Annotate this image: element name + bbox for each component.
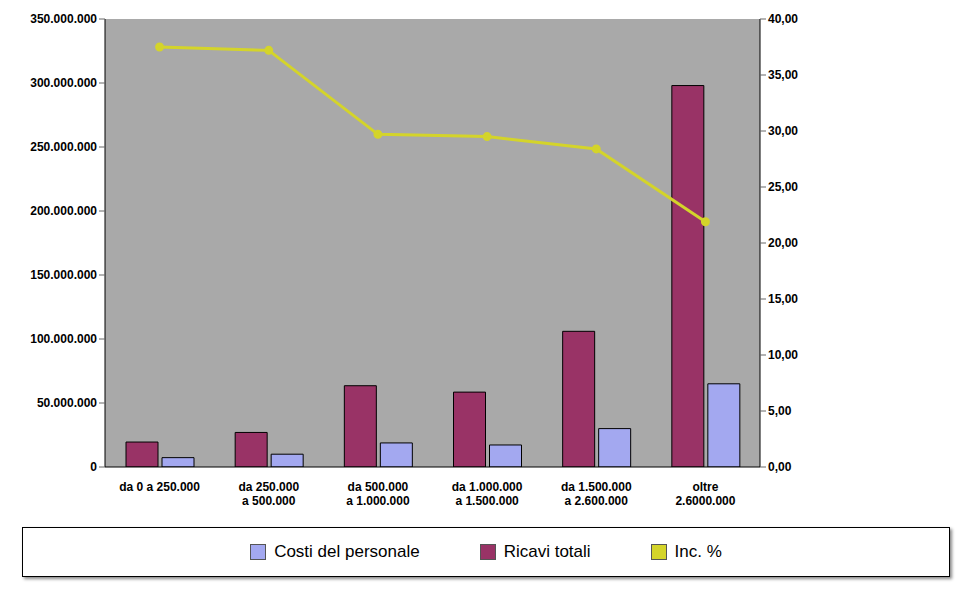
svg-text:0: 0 (90, 460, 97, 474)
svg-text:40,00: 40,00 (768, 12, 798, 26)
svg-text:da 500.000a 1.000.000: da 500.000a 1.000.000 (346, 480, 410, 508)
svg-text:50.000.000: 50.000.000 (37, 396, 97, 410)
svg-text:15,00: 15,00 (768, 292, 798, 306)
svg-text:250.000.000: 250.000.000 (30, 140, 97, 154)
svg-text:da 250.000a 500.000: da 250.000a 500.000 (238, 480, 299, 508)
html-text:Ricavi totali: Ricavi totali (503, 542, 591, 561)
svg-text:25,00: 25,00 (768, 180, 798, 194)
svg-text:30,00: 30,00 (768, 124, 798, 138)
svg-text:150.000.000: 150.000.000 (30, 268, 97, 282)
svg-text:200.000.000: 200.000.000 (30, 204, 97, 218)
svg-text:10,00: 10,00 (768, 348, 798, 362)
svg-text:0,00: 0,00 (768, 460, 792, 474)
html-text:Inc. %: Inc. % (674, 542, 722, 561)
svg-text:350.000.000: 350.000.000 (30, 12, 97, 26)
svg-text:da 0 a 250.000: da 0 a 250.000 (119, 480, 200, 494)
svg-text:300.000.000: 300.000.000 (30, 76, 97, 90)
svg-text:5,00: 5,00 (768, 404, 792, 418)
html-text:Costi del personale: Costi del personale (274, 542, 420, 561)
svg-text:35,00: 35,00 (768, 68, 798, 82)
svg-text:oltre2.6000.000: oltre2.6000.000 (675, 480, 735, 508)
svg-text:da 1.000.000a 1.500.000: da 1.000.000a 1.500.000 (452, 480, 523, 508)
svg-text:20,00: 20,00 (768, 236, 798, 250)
svg-text:da 1.500.000a 2.600.000: da 1.500.000a 2.600.000 (561, 480, 632, 508)
svg-text:100.000.000: 100.000.000 (30, 332, 97, 346)
